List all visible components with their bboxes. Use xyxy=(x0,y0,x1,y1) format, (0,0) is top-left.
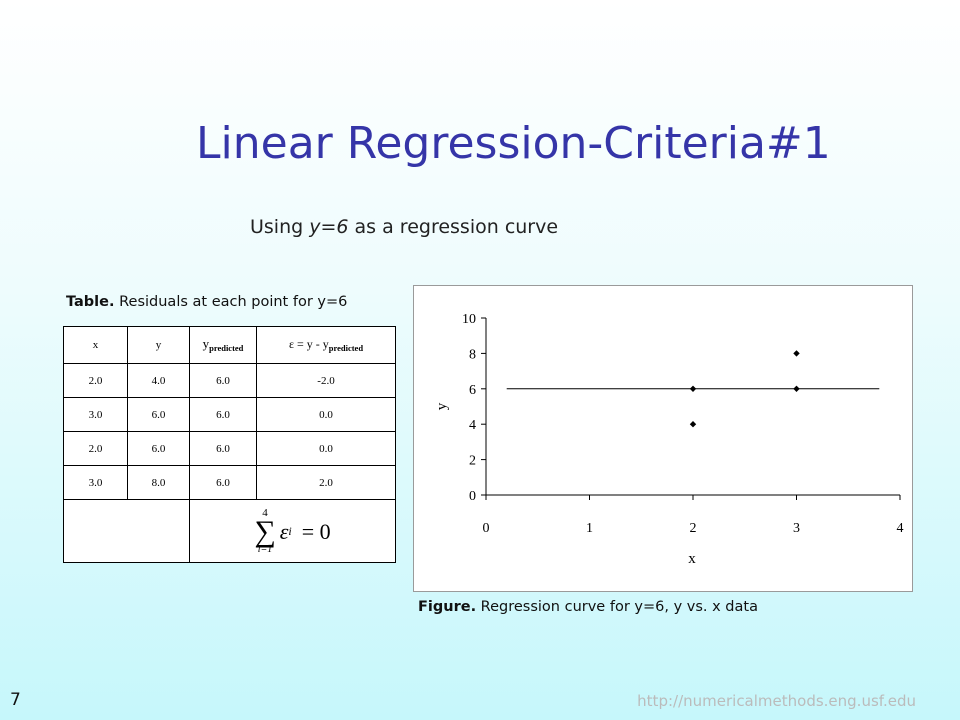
cell-y: 6.0 xyxy=(127,397,190,432)
cell-ypredicted: 6.0 xyxy=(189,465,257,500)
cell-residual: 0.0 xyxy=(256,397,396,432)
table-row: 2.0 4.0 6.0 -2.0 xyxy=(63,363,396,398)
sigma-symbol: ∑ xyxy=(254,515,276,548)
y-tick-label: 2 xyxy=(469,454,476,469)
sum-upper-limit: 4 xyxy=(262,507,268,519)
subtitle-prefix: Using xyxy=(250,216,310,238)
y-tick-label: 8 xyxy=(469,347,476,362)
cell-x: 3.0 xyxy=(63,397,128,432)
x-tick-label: 4 xyxy=(897,521,904,536)
table-caption: Table. Residuals at each point for y=6 xyxy=(66,294,347,310)
header-ypredicted: ypredicted xyxy=(189,326,257,364)
y-tick-label: 4 xyxy=(469,418,476,433)
cell-y: 4.0 xyxy=(127,363,190,398)
x-tick-label: 3 xyxy=(793,521,800,536)
cell-x: 2.0 xyxy=(63,431,128,466)
cell-x: 3.0 xyxy=(63,465,128,500)
sum-result: = 0 xyxy=(301,518,331,544)
sum-lower-limit: i=1 xyxy=(257,544,273,555)
cell-y: 6.0 xyxy=(127,431,190,466)
x-tick-label: 0 xyxy=(483,521,490,536)
header-residual: ε = y - ypredicted xyxy=(256,326,396,364)
data-point xyxy=(689,421,697,428)
table-row: 3.0 8.0 6.0 2.0 xyxy=(63,465,396,500)
data-point xyxy=(793,385,800,392)
subtitle-equation: y=6 xyxy=(309,216,349,238)
cell-residual: 0.0 xyxy=(256,431,396,466)
x-tick-label: 1 xyxy=(586,521,593,536)
x-axis-label: x xyxy=(688,551,696,567)
figure-caption-label: Figure. xyxy=(418,599,477,615)
header-y: y xyxy=(127,326,190,364)
y-tick-label: 10 xyxy=(462,312,476,327)
table-header-row: x y ypredicted ε = y - ypredicted xyxy=(63,326,396,364)
table-caption-text: Residuals at each point for y=6 xyxy=(114,294,348,310)
slide-number: 7 xyxy=(10,690,21,710)
cell-ypredicted: 6.0 xyxy=(189,363,257,398)
table-row: 2.0 6.0 6.0 0.0 xyxy=(63,431,396,466)
cell-residual: 2.0 xyxy=(256,465,396,500)
sum-term: ε xyxy=(279,518,289,544)
subtitle-suffix: as a regression curve xyxy=(348,216,559,238)
figure-caption-text: Regression curve for y=6, y vs. x data xyxy=(476,599,758,615)
footer-url[interactable]: http://numericalmethods.eng.usf.edu xyxy=(637,692,916,710)
summation-empty-cell xyxy=(63,499,190,563)
data-point xyxy=(793,350,800,357)
cell-ypredicted: 6.0 xyxy=(189,431,257,466)
slide-title: Linear Regression-Criteria#1 xyxy=(196,118,831,169)
y-tick-label: 0 xyxy=(469,489,476,504)
chart-svg: 0 2 4 6 8 10 0 1 2 3 4 x y xyxy=(434,312,904,567)
residuals-table: x y ypredicted ε = y - ypredicted 2.0 4.… xyxy=(63,326,396,563)
y-axis-label: y xyxy=(434,402,450,410)
y-tick-label: 6 xyxy=(469,383,476,398)
subtitle: Using y=6 as a regression curve xyxy=(250,216,558,238)
header-x: x xyxy=(63,326,128,364)
data-point xyxy=(689,385,697,392)
table-caption-label: Table. xyxy=(66,294,115,310)
cell-x: 2.0 xyxy=(63,363,128,398)
figure-caption: Figure. Regression curve for y=6, y vs. … xyxy=(418,599,758,615)
sum-index: i xyxy=(288,524,292,538)
table-row: 3.0 6.0 6.0 0.0 xyxy=(63,397,396,432)
cell-ypredicted: 6.0 xyxy=(189,397,257,432)
cell-y: 8.0 xyxy=(127,465,190,500)
regression-chart: 0 2 4 6 8 10 0 1 2 3 4 x y xyxy=(413,285,913,592)
x-tick-label: 2 xyxy=(690,521,697,536)
cell-residual: -2.0 xyxy=(256,363,396,398)
